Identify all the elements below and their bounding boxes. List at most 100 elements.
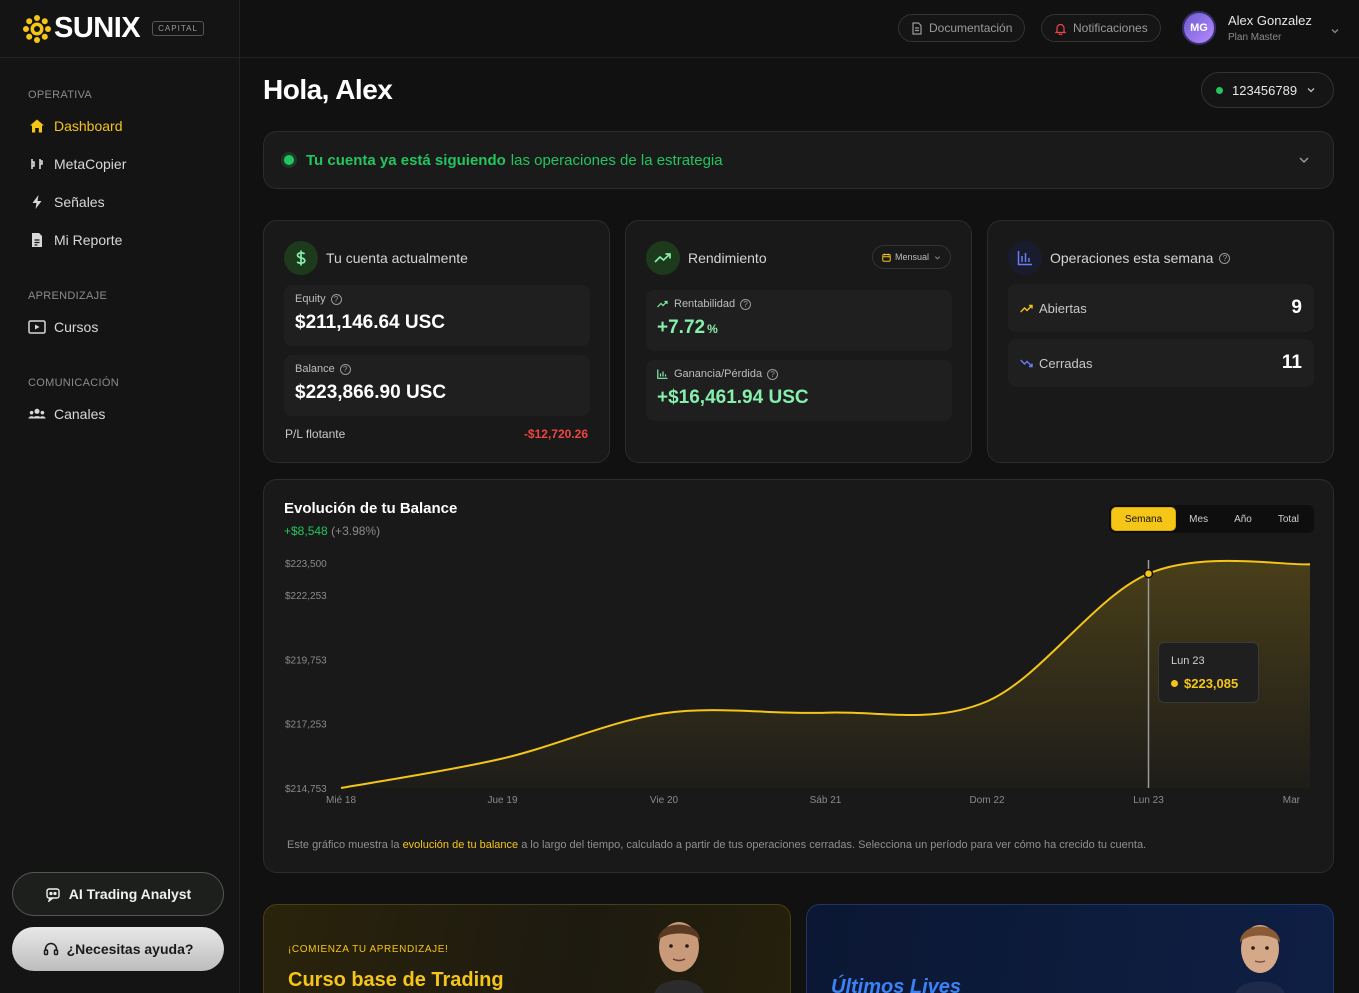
documentation-button[interactable]: Documentación bbox=[898, 14, 1026, 42]
home-icon bbox=[28, 117, 46, 135]
closed-value: 11 bbox=[1281, 352, 1302, 373]
balance-value: $223,866.90 USC bbox=[295, 382, 447, 403]
info-icon[interactable]: ? bbox=[339, 363, 351, 375]
chart-tooltip: Lun 23 $223,085 bbox=[1158, 642, 1259, 703]
balance-chart[interactable]: $223,500 $222,253 $219,753 $217,253 $214,753… bbox=[264, 480, 1335, 825]
sidebar-item-canales[interactable]: Canales bbox=[0, 395, 239, 433]
sidebar-item-label: Dashboard bbox=[54, 118, 123, 134]
equity-label: Equity? bbox=[295, 293, 342, 305]
pl-value: -$12,720.26 bbox=[523, 427, 588, 441]
chart-delta-percent: (+3.98%) bbox=[331, 524, 381, 538]
balance-chart-card: Evolución de tu Balance +$8,548 (+3.98%)… bbox=[263, 479, 1334, 873]
account-card: Tu cuenta actualmente Equity? $211,146.6… bbox=[263, 220, 610, 463]
sidebar-item-label: Canales bbox=[54, 406, 106, 422]
account-selector[interactable]: 123456789 bbox=[1201, 72, 1334, 108]
instructor-portrait bbox=[654, 922, 704, 993]
y-tick-label: $222,253 bbox=[285, 591, 327, 602]
dollar-icon bbox=[284, 241, 318, 275]
y-tick-label: $223,500 bbox=[285, 559, 327, 570]
sidebar-item-label: Mi Reporte bbox=[54, 232, 123, 248]
sidebar-item-label: MetaCopier bbox=[54, 156, 127, 172]
chart-area bbox=[341, 560, 1310, 788]
brand-tag: CAPITAL bbox=[152, 21, 204, 36]
return-unit: % bbox=[707, 322, 718, 336]
nav-section-aprendizaje: APRENDIZAJE bbox=[28, 290, 108, 302]
bar-chart-icon bbox=[657, 369, 668, 379]
tooltip-value-text: $223,085 bbox=[1184, 676, 1239, 691]
chart-note-text: a lo largo del tiempo, calculado a parti… bbox=[521, 839, 1147, 851]
chevron-down-icon bbox=[934, 254, 941, 261]
account-number: 123456789 bbox=[1232, 82, 1298, 98]
pnl-box: Ganancia/Pérdida? +$16,461.94 USC bbox=[646, 360, 952, 421]
info-icon[interactable]: ? bbox=[1219, 252, 1231, 264]
sidebar-item-senales[interactable]: Señales bbox=[0, 183, 239, 221]
return-box: Rentabilidad? +7.72% bbox=[646, 290, 952, 351]
chart-note-highlight: evolución de tu balance bbox=[402, 839, 519, 851]
notifications-label: Notificaciones bbox=[1073, 21, 1148, 35]
x-tick-label: Jue 19 bbox=[487, 795, 517, 806]
range-ano[interactable]: Año bbox=[1234, 513, 1252, 525]
pl-label: P/L flotante bbox=[285, 427, 346, 441]
help-button[interactable]: ¿Necesitas ayuda? bbox=[12, 927, 224, 971]
info-icon[interactable]: ? bbox=[767, 368, 779, 380]
sidebar-item-mi-reporte[interactable]: Mi Reporte bbox=[0, 221, 239, 259]
return-label: Rentabilidad? bbox=[657, 298, 752, 310]
banner-text: las operaciones de la estrategia bbox=[510, 151, 723, 169]
course-promo-card[interactable]: ¡COMIENZA TU APRENDIZAJE! Curso base de … bbox=[263, 904, 791, 993]
help-label: ¿Necesitas ayuda? bbox=[66, 941, 194, 957]
balance-box: Balance? $223,866.90 USC bbox=[284, 355, 590, 416]
robot-chat-icon bbox=[45, 886, 61, 902]
brand[interactable]: SUNIX CAPITAL bbox=[0, 0, 239, 58]
tooltip-dot bbox=[1171, 680, 1178, 687]
card-title: Operaciones esta semana bbox=[1050, 250, 1214, 266]
open-value: 9 bbox=[1291, 297, 1302, 318]
ai-trading-analyst-button[interactable]: AI Trading Analyst bbox=[12, 872, 224, 916]
status-dot bbox=[284, 155, 294, 165]
y-tick-label: $214,753 bbox=[285, 784, 327, 795]
card-title: Tu cuenta actualmente bbox=[326, 250, 468, 266]
pnl-label-text: Ganancia/Pérdida bbox=[674, 368, 763, 380]
bell-icon bbox=[1054, 22, 1067, 35]
open-label: Abiertas bbox=[1039, 300, 1087, 316]
range-total[interactable]: Total bbox=[1277, 513, 1299, 525]
sidebar: SUNIX CAPITAL OPERATIVA Dashboard MetaCo… bbox=[0, 0, 240, 993]
chevron-down-icon bbox=[1297, 153, 1311, 172]
balance-label-text: Balance bbox=[295, 363, 335, 375]
pnl-label: Ganancia/Pérdida? bbox=[657, 368, 779, 380]
sidebar-item-dashboard[interactable]: Dashboard bbox=[0, 107, 239, 145]
pnl-value: +$16,461.94 USC bbox=[657, 387, 809, 408]
document-icon bbox=[28, 231, 46, 249]
period-label: Mensual bbox=[894, 252, 929, 262]
period-selector[interactable]: Mensual bbox=[871, 245, 951, 269]
bolt-icon bbox=[28, 193, 46, 211]
bar-chart-icon bbox=[1008, 241, 1042, 275]
sidebar-item-metacopier[interactable]: MetaCopier bbox=[0, 145, 239, 183]
strategy-status-banner[interactable]: Tu cuenta ya está siguiendo las operacio… bbox=[263, 131, 1334, 189]
y-tick-label: $219,753 bbox=[285, 655, 327, 666]
chart-delta: +$8,548 (+3.98%) bbox=[284, 524, 380, 538]
y-tick-label: $217,253 bbox=[285, 720, 327, 731]
nav-section-operativa: OPERATIVA bbox=[28, 89, 93, 101]
lives-promo-card[interactable]: Últimos Lives bbox=[806, 904, 1334, 993]
user-menu[interactable]: MG Alex Gonzalez Plan Master bbox=[1182, 11, 1339, 45]
notifications-button[interactable]: Notificaciones bbox=[1041, 14, 1161, 42]
range-selector: Semana Mes Año Total bbox=[1108, 505, 1314, 533]
equity-label-text: Equity bbox=[295, 293, 326, 305]
sidebar-item-label: Señales bbox=[54, 194, 105, 210]
trending-up-icon bbox=[646, 241, 680, 275]
info-icon[interactable]: ? bbox=[740, 298, 752, 310]
closed-operations-row: Cerradas 11 bbox=[1008, 339, 1314, 387]
sidebar-item-cursos[interactable]: Cursos bbox=[0, 308, 239, 346]
info-icon[interactable]: ? bbox=[330, 293, 342, 305]
tooltip-value: $223,085 bbox=[1171, 676, 1238, 691]
range-semana[interactable]: Semana bbox=[1110, 507, 1177, 531]
promo-title: Curso base de Trading bbox=[288, 969, 504, 991]
chart-title: Evolución de tu Balance bbox=[284, 500, 458, 517]
open-operations-row: Abiertas 9 bbox=[1008, 284, 1314, 332]
tooltip-label: Lun 23 bbox=[1171, 655, 1205, 667]
trending-down-icon bbox=[1020, 359, 1033, 367]
range-mes[interactable]: Mes bbox=[1189, 513, 1209, 525]
sun-logo-icon bbox=[23, 14, 51, 43]
return-value: +7.72% bbox=[657, 317, 718, 339]
chart-note: Este gráfico muestra la evolución de tu … bbox=[287, 839, 1146, 851]
